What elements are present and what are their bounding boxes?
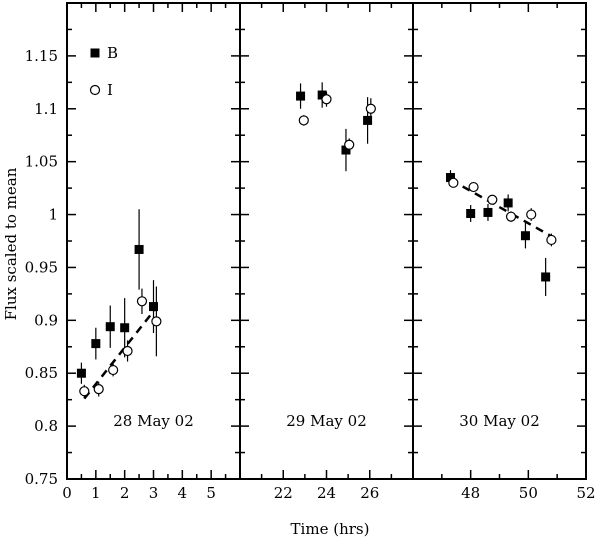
data-point-i [298, 115, 309, 126]
data-point-b [445, 173, 455, 183]
data-point-i [79, 386, 90, 397]
data-point-i [365, 103, 376, 114]
data-point-b [520, 231, 530, 241]
panel-frame [239, 2, 414, 480]
data-point-i [546, 234, 557, 246]
data-point-b [363, 115, 373, 125]
x-tick-label: 26 [360, 484, 379, 502]
x-tick-label: 24 [317, 484, 336, 502]
data-point-b [483, 207, 493, 217]
data-point-i [505, 211, 517, 222]
y-tick-label: 0.8 [34, 417, 58, 435]
data-point-b [105, 322, 115, 332]
panels-layer: 0 1 2 3 4 5 28 May 02 22 24 26 29 May 02 48 50 52 30 M… [25, 2, 596, 502]
y-tick-label: 0.75 [25, 470, 58, 488]
x-tick-label: 52 [576, 484, 595, 502]
data-point-b [120, 323, 130, 333]
data-point-i [526, 209, 537, 220]
legend-marker-i [89, 84, 101, 96]
x-tick-label: 48 [461, 484, 480, 502]
x-tick-label: 5 [206, 484, 216, 502]
data-point-b [503, 198, 513, 208]
legend-label: I [107, 81, 113, 99]
data-point-b [466, 208, 476, 218]
y-tick-label: 0.85 [25, 364, 58, 382]
panel-date-label: 28 May 02 [113, 412, 194, 430]
x-tick-label: 1 [91, 484, 101, 502]
data-point-b [134, 244, 144, 254]
panel-2: 22 24 26 29 May 02 [239, 2, 414, 502]
trend-fit-line [83, 306, 158, 400]
y-tick-label: 0.9 [34, 311, 58, 329]
data-point-i [321, 94, 332, 105]
x-tick-label: 3 [149, 484, 159, 502]
data-point-i [487, 194, 498, 205]
x-tick-label: 0 [62, 484, 72, 502]
x-tick-label: 22 [274, 484, 293, 502]
y-tick-label: 0.95 [25, 258, 58, 276]
data-point-b [149, 302, 158, 312]
y-tick-label: 1.1 [34, 100, 58, 118]
panel-1: 0 1 2 3 4 5 28 May 02 [62, 2, 241, 502]
data-point-i [93, 383, 104, 395]
x-tick-label: 4 [178, 484, 188, 502]
legend: BI [89, 44, 118, 99]
data-point-b [541, 272, 551, 282]
y-tick-label: 1.05 [25, 153, 58, 171]
panel-frame [66, 2, 241, 480]
data-point-b [91, 339, 101, 349]
legend-marker-b [90, 48, 100, 58]
data-point-i [468, 181, 479, 193]
legend-label: B [107, 44, 118, 62]
data-point-i [108, 364, 119, 376]
y-axis-title: Flux scaled to mean [2, 167, 20, 320]
data-point-i [151, 316, 162, 327]
trend-fit-line [449, 178, 555, 239]
y-tick-label: 1 [48, 206, 58, 224]
x-axis-title: Time (hrs) [291, 520, 370, 538]
x-tick-label: 2 [120, 484, 130, 502]
data-point-i [344, 139, 355, 150]
data-point-b [317, 90, 327, 100]
data-point-b [341, 145, 351, 155]
panel-frame [412, 2, 587, 480]
y-tick-label: 1.15 [25, 47, 58, 65]
panel-date-label: 29 May 02 [286, 412, 367, 430]
panel-date-label: 30 May 02 [459, 412, 540, 430]
panel-3: 48 50 52 30 May 02 [412, 2, 596, 502]
data-point-i [448, 177, 459, 188]
data-point-b [296, 91, 306, 101]
data-point-i [122, 345, 133, 357]
data-point-b [76, 368, 86, 378]
x-tick-label: 50 [519, 484, 538, 502]
data-point-i [136, 296, 148, 307]
